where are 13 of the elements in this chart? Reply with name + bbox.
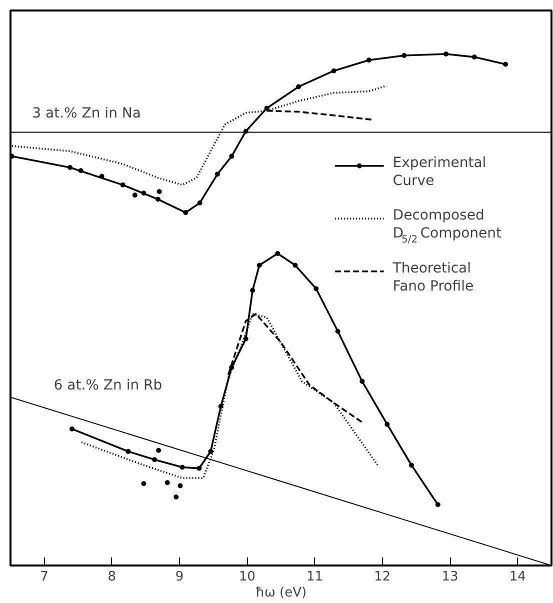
x-tick-label: 7 — [40, 570, 48, 584]
x-tick-label: 9 — [175, 570, 184, 584]
x-tick-label: 10 — [238, 570, 256, 584]
annotation: 6 at.% Zn in Rb — [54, 377, 162, 394]
x-tick-label: 14 — [509, 570, 526, 584]
legend-label: Experimental Curve — [392, 154, 486, 189]
x-tick-label: 12 — [374, 570, 391, 584]
x-tick-label: 8 — [108, 570, 116, 584]
x-tick-label: 11 — [306, 570, 324, 584]
annotation: 3 at.% Zn in Na — [32, 106, 141, 122]
x-tick-label: 13 — [442, 570, 458, 584]
legend-label: Theoretical Fano Profile — [392, 260, 474, 294]
x-axis-title: ħω (eV) — [255, 586, 307, 600]
